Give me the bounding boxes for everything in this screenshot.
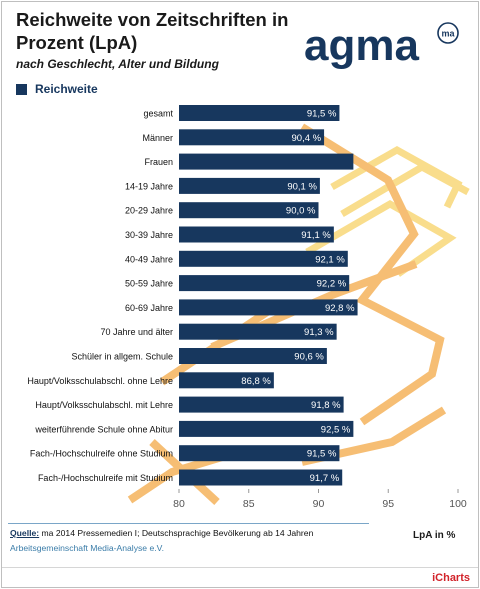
bar-value-label: 90,1 % xyxy=(287,181,317,192)
legend-label: Reichweite xyxy=(35,82,98,96)
x-axis-label: LpA in % xyxy=(413,530,456,541)
bar-value-label: 91,5 % xyxy=(307,449,337,460)
bar xyxy=(179,202,319,219)
chart-canvas: gesamt 91,5 % Männer 90,4 % Frauen 14-19 Jahr… xyxy=(27,105,470,510)
bar-value-label: 91,5 % xyxy=(307,109,337,120)
chart-title: Reichweite von Zeitschriften in Prozent … xyxy=(16,9,289,53)
category-label: Frauen xyxy=(144,157,173,167)
source-organization: Arbeitsgemeinschaft Media-Analyse e.V. xyxy=(10,543,164,553)
category-label: 50-59 Jahre xyxy=(125,279,173,289)
logo-mark-ring xyxy=(437,22,459,44)
bar-value-label: 90,4 % xyxy=(292,133,322,144)
category-label: weiterführende Schule ohne Abitur xyxy=(34,424,173,434)
bar xyxy=(179,275,350,292)
logo-mark: ma xyxy=(441,29,455,39)
legend: Reichweite xyxy=(16,82,98,96)
bar-value-label: 92,2 % xyxy=(317,279,347,290)
agma-logo: agma ma xyxy=(304,21,459,70)
bar xyxy=(179,226,334,243)
x-tick-label: 80 xyxy=(173,498,185,510)
logo-word: agma xyxy=(304,21,419,70)
bar-value-label: 92,8 % xyxy=(325,303,355,314)
bar-value-label: 86,8 % xyxy=(241,376,271,387)
category-label: gesamt xyxy=(143,109,173,119)
x-tick-label: 90 xyxy=(313,498,325,510)
bar xyxy=(179,445,340,462)
bar xyxy=(179,299,358,316)
bar-value-label: 90,6 % xyxy=(294,352,324,363)
category-label: Männer xyxy=(142,133,173,143)
x-axis: 80 85 90 95 100 xyxy=(173,489,467,510)
source-divider xyxy=(8,523,369,524)
footer-divider xyxy=(2,567,478,568)
bar xyxy=(179,105,340,121)
x-tick-label: 100 xyxy=(449,498,467,510)
bar xyxy=(179,250,348,267)
source-note: Quelle: ma 2014 Pressemedien I; Deutschs… xyxy=(10,526,370,556)
brand-label: iCharts xyxy=(432,572,470,584)
bar-value-label: 91,1 % xyxy=(301,230,331,241)
category-label: 14-19 Jahre xyxy=(125,181,173,191)
bars-layer: gesamt 91,5 % Männer 90,4 % Frauen 14-19 Jahr… xyxy=(27,105,358,486)
legend-swatch xyxy=(16,83,27,95)
category-label: Fach-/Hochschulreife mit Studium xyxy=(38,473,173,483)
bar xyxy=(179,372,274,389)
x-tick-label: 85 xyxy=(243,498,255,510)
category-label: 20-29 Jahre xyxy=(125,206,173,216)
bar-value-label: 92,5 % xyxy=(321,424,351,435)
bar xyxy=(179,323,337,340)
bar-value-label: 91,8 % xyxy=(311,400,341,411)
category-label: Haupt/Volksschulabschl. ohne Lehre xyxy=(27,376,173,386)
x-tick-label: 95 xyxy=(382,498,394,510)
bar-value-label: 90,0 % xyxy=(286,206,316,217)
bar xyxy=(179,396,344,413)
source-text: ma 2014 Pressemedien I; Deutschsprachige… xyxy=(39,528,314,538)
bar-value-label: 91,3 % xyxy=(304,327,334,338)
bar xyxy=(179,153,354,170)
bar-value-label: 91,7 % xyxy=(310,473,340,484)
category-label: Haupt/Volksschulabschl. mit Lehre xyxy=(35,400,173,410)
category-label: Fach-/Hochschulreife ohne Studium xyxy=(30,449,173,459)
category-label: Schüler in allgem. Schule xyxy=(71,352,173,362)
bar-value-label: 92,1 % xyxy=(315,254,345,265)
source-key: Quelle: xyxy=(10,528,40,538)
category-label: 40-49 Jahre xyxy=(125,254,173,264)
bar xyxy=(179,420,354,437)
category-label: 60-69 Jahre xyxy=(125,303,173,313)
chart-subtitle: nach Geschlecht, Alter und Bildung xyxy=(16,57,219,71)
bar xyxy=(179,129,325,146)
bar xyxy=(179,177,320,194)
category-label: 70 Jahre und älter xyxy=(100,327,173,337)
category-label: 30-39 Jahre xyxy=(125,230,173,240)
bar xyxy=(179,348,327,364)
bar xyxy=(179,469,343,486)
